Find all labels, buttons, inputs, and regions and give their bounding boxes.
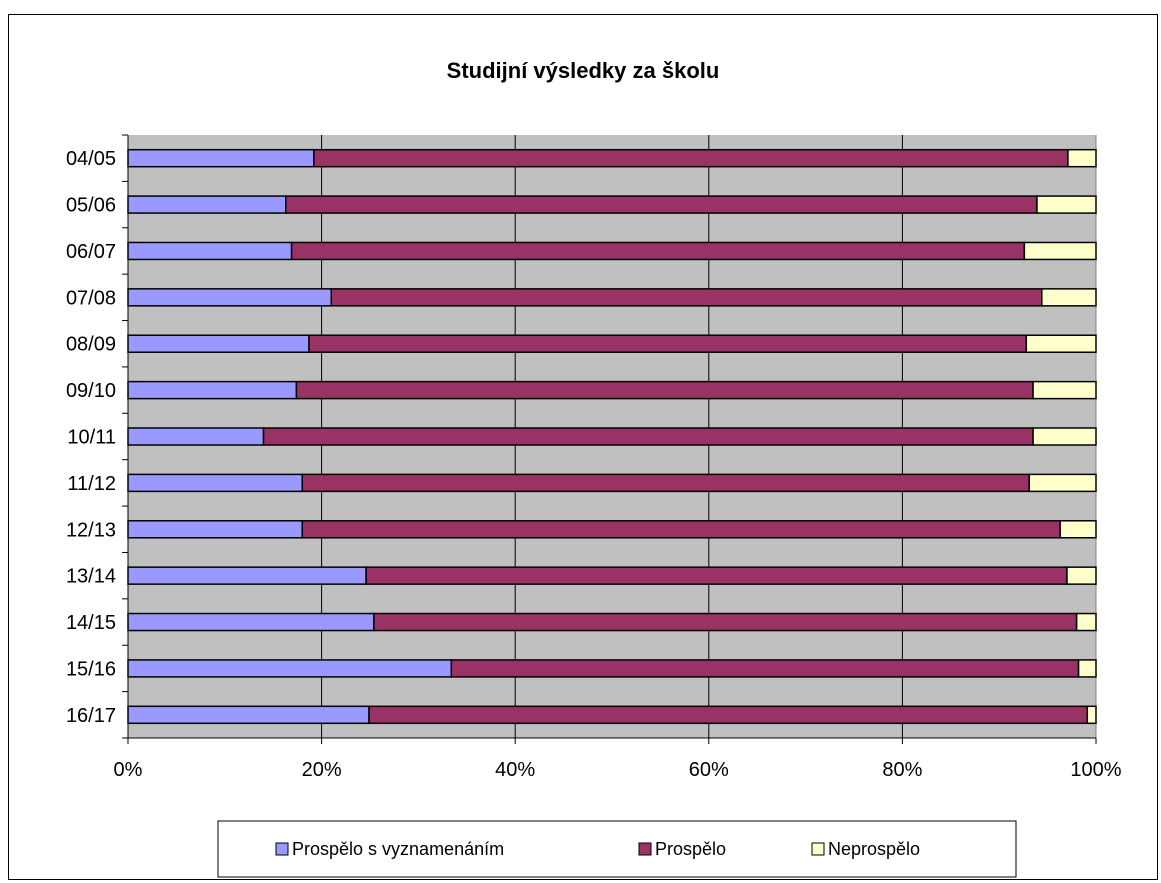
bar-segment-s0 (127, 195, 287, 214)
category-label: 04/05 (66, 148, 116, 170)
bar-segment-s0 (127, 427, 265, 446)
bar-segment-s0 (127, 380, 298, 400)
category-label: 05/06 (66, 195, 116, 217)
legend-swatch (275, 842, 289, 856)
bar-segment-s1 (330, 288, 1043, 307)
x-tick-label: 100% (1070, 759, 1121, 781)
bar-segment-s2 (1066, 566, 1097, 585)
chart-svg: Studijní výsledky za školu 0% 20% 40% 60% 80… (66, 58, 1122, 878)
plot-area: 0% 20% 40% 60% 80% 100% 04/05 05/06 06/07 07/08 08… (66, 134, 1122, 781)
category-label: 11/12 (67, 473, 116, 495)
bar-segment-s1 (313, 148, 1069, 168)
bar-segment-s0 (127, 705, 370, 725)
category-label: 15/16 (66, 658, 116, 680)
bar-segment-s1 (301, 520, 1061, 539)
bar-segment-s0 (127, 612, 375, 632)
x-tick-label: 40% (495, 759, 535, 781)
bar-segment-s0 (127, 288, 333, 307)
bar-segment-s1 (308, 334, 1028, 353)
category-label: 16/17 (66, 705, 116, 727)
bar-segment-s1 (285, 195, 1038, 214)
bar-segment-s2 (1086, 705, 1097, 725)
bar-segment-s2 (1059, 520, 1097, 539)
category-label: 07/08 (66, 287, 116, 309)
x-tick-label: 60% (689, 759, 729, 781)
category-label: 14/15 (66, 612, 116, 634)
legend-swatch (811, 842, 825, 856)
category-label: 12/13 (66, 519, 116, 541)
bar-segment-s2 (1025, 334, 1097, 353)
bar-segment-s2 (1077, 659, 1097, 678)
bar-segment-s1 (368, 705, 1089, 725)
bar-segment-s1 (301, 473, 1030, 493)
x-tick-label: 80% (882, 759, 922, 781)
bar-segment-s2 (1023, 241, 1097, 261)
x-tick-label: 20% (302, 759, 342, 781)
bar-segment-s0 (127, 566, 367, 585)
legend-label: Prospělo (655, 839, 726, 859)
legend: Prospělo s vyznamenáním Prospělo Neprospěl… (217, 820, 1017, 878)
legend-label: Neprospělo (828, 839, 920, 859)
bar-segment-s2 (1067, 148, 1097, 168)
category-label: 13/14 (66, 566, 116, 588)
bar-segment-s0 (127, 659, 453, 678)
legend-box (217, 820, 1017, 878)
chart-frame: Studijní výsledky za školu 0% 20% 40% 60% 80… (8, 14, 1158, 880)
bar-segment-s0 (127, 473, 303, 493)
bar-segment-s2 (1032, 427, 1097, 446)
chart-title: Studijní výsledky za školu (447, 58, 720, 83)
bar-segment-s0 (127, 148, 315, 168)
legend-swatch (638, 842, 652, 856)
bar-segment-s1 (450, 659, 1080, 678)
bar-segment-s2 (1032, 380, 1097, 400)
category-label: 09/10 (66, 380, 116, 402)
category-label: 10/11 (67, 427, 116, 449)
bar-segment-s1 (290, 241, 1026, 261)
legend-label: Prospělo s vyznamenáním (292, 839, 504, 859)
bar-segment-s1 (295, 380, 1034, 400)
bar-segment-s2 (1041, 288, 1097, 307)
x-tick-label: 0% (114, 759, 143, 781)
bar-segment-s2 (1075, 612, 1097, 632)
category-label: 08/09 (66, 334, 116, 356)
bar-segment-s2 (1036, 195, 1097, 214)
bar-segment-s0 (127, 520, 303, 539)
bar-segment-s1 (365, 566, 1068, 585)
bar-segment-s0 (127, 334, 310, 353)
bar-segment-s2 (1028, 473, 1097, 493)
bar-segment-s0 (127, 241, 293, 261)
bar-segment-s1 (373, 612, 1078, 632)
category-label: 06/07 (66, 241, 116, 263)
bar-segment-s1 (262, 427, 1034, 446)
